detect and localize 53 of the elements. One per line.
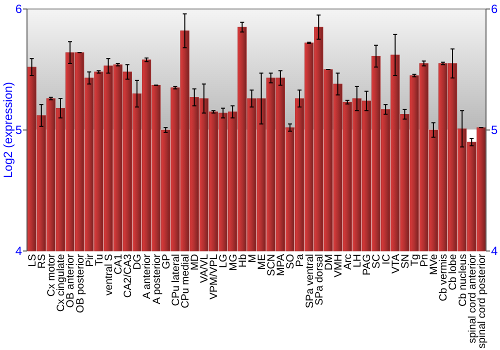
x-tick-label: LS [26, 254, 38, 267]
x-tick-label: SPa ventral [304, 254, 316, 308]
x-tick-label: GP [160, 254, 172, 270]
x-tick-label: ventral S [102, 254, 115, 296]
x-tick-label: DG [132, 254, 144, 270]
x-tick-label: Hb [236, 254, 249, 268]
x-tick-label: CPu medial [179, 254, 192, 308]
x-tick-label: A posterior [150, 254, 163, 304]
x-tick-label: spinal cord posterior [476, 253, 488, 349]
x-tick-label: CA2/CA3 [122, 254, 134, 298]
x-tick-label: CPu lateral [170, 254, 182, 306]
x-tick-label: SN [399, 254, 412, 269]
x-tick-label: Tu [93, 254, 106, 266]
y2-tick-label: 4 [491, 244, 498, 258]
x-tick-label: LH [352, 254, 364, 268]
x-tick-label: Arc [342, 254, 354, 270]
x-tick-label: spinal cord anterior [466, 253, 478, 344]
y2-tick-label: 5 [491, 123, 498, 138]
x-tick-label: CA1 [112, 254, 125, 274]
x-tick-label: Pn [418, 254, 431, 267]
y-tick-label: 4 [15, 244, 22, 258]
x-tick-label: SCN [266, 254, 278, 276]
x-tick-label: VA/VL [198, 254, 211, 283]
x-tick-label: Pa [294, 254, 306, 267]
x-tick-label: SO [284, 254, 297, 270]
x-tick-label: OB anterior [64, 254, 77, 308]
x-tick-label: Cx cingulate [55, 254, 68, 312]
x-tick-label: VTA [390, 254, 402, 274]
x-tick-label: Tg [408, 254, 421, 266]
x-tick-label: ME [256, 254, 268, 270]
y-tick-label: 5 [15, 123, 22, 138]
y-tick-label: 6 [15, 2, 22, 16]
y-axis-title: Log2 (expression) [1, 82, 15, 178]
x-tick-label: MPA [275, 254, 288, 276]
x-tick-label: Cb nucleus [456, 254, 469, 307]
x-tick-label: Pir [84, 254, 96, 267]
x-tick-label: RS [36, 254, 48, 269]
x-tick-label: SPa dorsal [313, 254, 326, 306]
x-tick-label: VMH [332, 254, 344, 278]
x-tick-label: Cb lobe [447, 254, 460, 290]
x-tick-label: LG [218, 254, 230, 268]
x-tick-label: DM [322, 254, 335, 270]
x-tick-label: PAG [361, 254, 374, 276]
x-tick-label: MG [227, 254, 240, 271]
x-tick-label: SC [370, 254, 383, 269]
x-tick-label: MVe [428, 254, 440, 276]
x-tick-label: IC [380, 254, 392, 264]
x-tick-label: MD [189, 254, 202, 270]
x-tick-label: OB posterior [74, 254, 86, 313]
x-tick-label: M [246, 254, 258, 263]
x-tick-label: VPM/VPL [208, 254, 220, 300]
y2-tick-label: 6 [491, 2, 498, 16]
x-tick-label: A anterior [141, 254, 154, 299]
